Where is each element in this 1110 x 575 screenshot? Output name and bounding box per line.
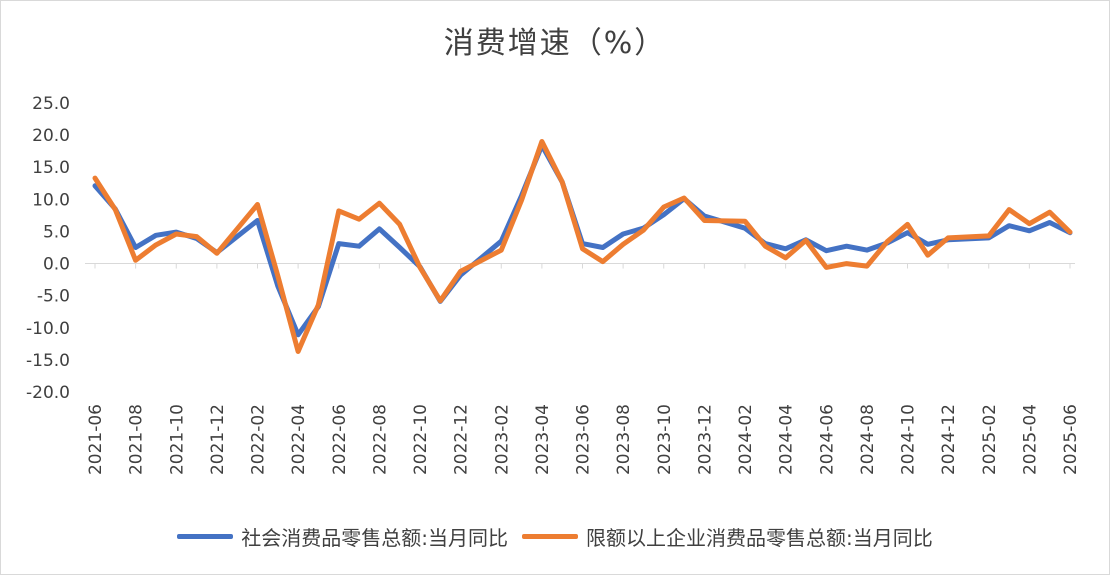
legend-item-above-limit-sales: 限额以上企业消费品零售总额:当月同比 (522, 522, 933, 551)
y-tick-label: 0.0 (43, 255, 70, 275)
x-tick-label: 2022-04 (289, 404, 309, 475)
legend: 社会消费品零售总额:当月同比 限额以上企业消费品零售总额:当月同比 (0, 522, 1110, 551)
legend-label-retail-sales: 社会消费品零售总额:当月同比 (241, 526, 508, 550)
x-tick-label: 2025-04 (1020, 404, 1040, 475)
x-tick-label: 2022-08 (370, 404, 390, 475)
x-tick-label: 2021-08 (127, 404, 147, 475)
x-tick-label: 2021-06 (86, 404, 106, 475)
x-tick-label: 2023-12 (695, 404, 715, 475)
legend-swatch-above-limit-sales (522, 534, 578, 539)
series-line-retail-sales (92, 142, 1073, 338)
y-tick-label: -10.0 (26, 319, 70, 339)
x-tick-label: 2025-06 (1061, 404, 1081, 475)
x-tick-label: 2022-02 (249, 404, 269, 475)
x-tick-label: 2025-02 (980, 404, 1000, 475)
series-line-above-limit-sales (92, 139, 1073, 354)
chart-title: 消费增速（%） (443, 26, 667, 61)
y-tick-label: -20.0 (26, 383, 70, 403)
x-tick-label: 2024-04 (777, 404, 797, 475)
y-tick-label: -15.0 (26, 351, 70, 371)
x-tick-label: 2022-06 (330, 404, 350, 475)
y-tick-label: -5.0 (37, 287, 70, 307)
y-tick-label: 25.0 (32, 94, 70, 114)
x-tick-label: 2023-06 (574, 404, 594, 475)
x-tick-label: 2024-10 (899, 404, 919, 475)
x-tick-label: 2023-02 (492, 404, 512, 475)
y-tick-label: 20.0 (32, 126, 70, 146)
x-tick-label: 2024-12 (939, 404, 959, 475)
x-tick-label: 2023-08 (614, 404, 634, 475)
x-tick-label: 2023-10 (655, 404, 675, 475)
x-tick-label: 2021-12 (208, 404, 228, 475)
y-tick-label: 5.0 (43, 222, 70, 242)
x-tick-label: 2024-06 (817, 404, 837, 475)
legend-label-above-limit-sales: 限额以上企业消费品零售总额:当月同比 (586, 526, 933, 550)
x-tick-label: 2021-10 (167, 404, 187, 475)
y-tick-label: 15.0 (32, 158, 70, 178)
y-tick-label: 10.0 (32, 190, 70, 210)
x-tick-label: 2022-12 (452, 404, 472, 475)
x-tick-label: 2024-08 (858, 404, 878, 475)
x-tick-label: 2024-02 (736, 404, 756, 475)
legend-item-retail-sales: 社会消费品零售总额:当月同比 (177, 522, 508, 551)
legend-swatch-retail-sales (177, 534, 234, 539)
x-tick-label: 2022-10 (411, 404, 431, 475)
x-tick-label: 2023-04 (533, 404, 553, 475)
